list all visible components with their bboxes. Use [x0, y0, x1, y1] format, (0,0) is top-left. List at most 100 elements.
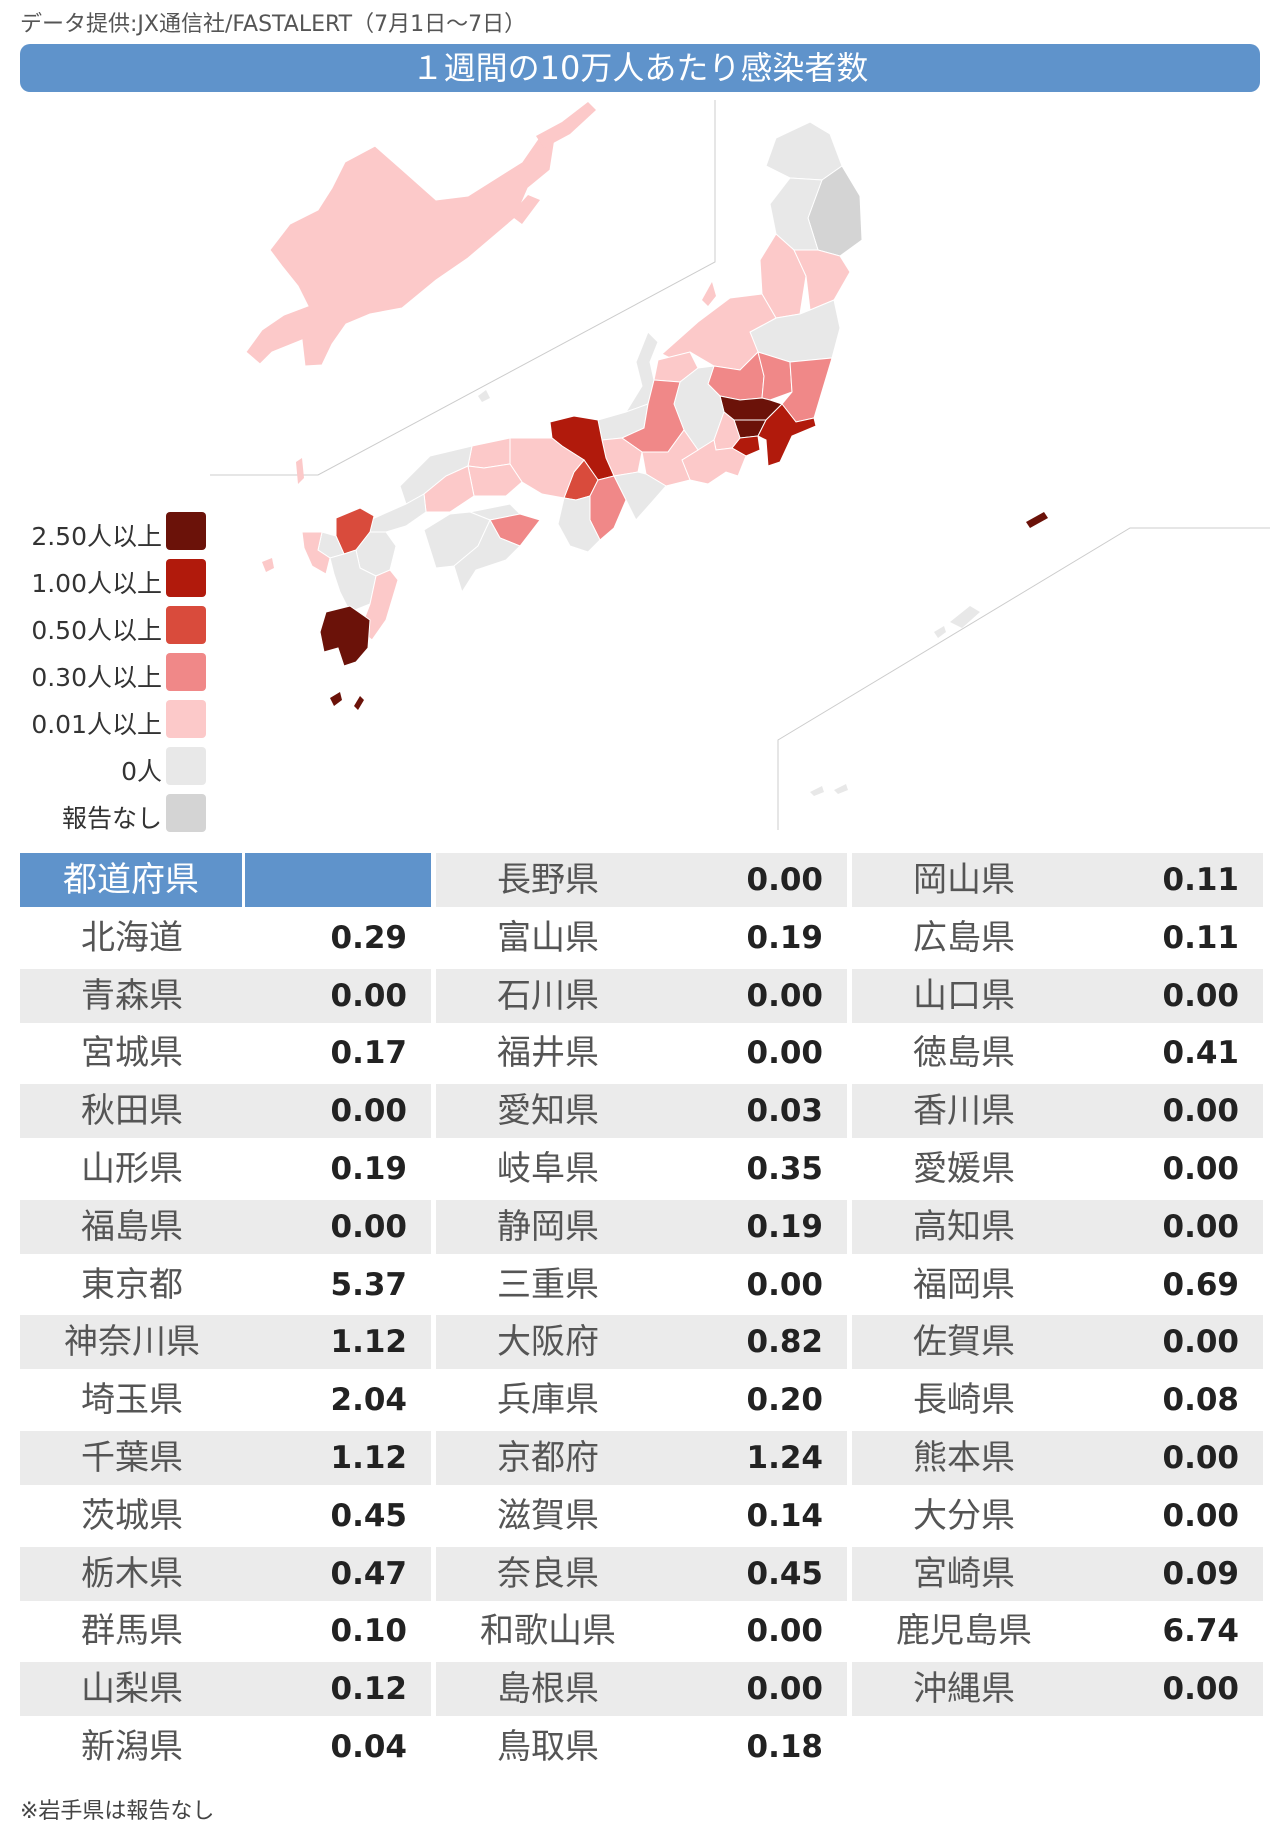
prefecture-value: 0.47 [330, 1556, 408, 1592]
table-row: 奈良県 0.45 [436, 1547, 847, 1601]
prefecture-name: 茨城県 [81, 1496, 183, 1536]
legend-swatch [166, 794, 206, 832]
prefecture-name: 岐阜県 [497, 1149, 599, 1189]
table-row: 青森県 0.00 [20, 969, 431, 1023]
prefecture-name: 大阪府 [497, 1322, 599, 1362]
table-row: 佐賀県 0.00 [852, 1315, 1263, 1369]
table-row: 高知県 0.00 [852, 1200, 1263, 1254]
table-row: 大阪府 0.82 [436, 1315, 847, 1369]
prefecture-name: 長野県 [497, 860, 599, 900]
table-row: 沖縄県 0.00 [852, 1662, 1263, 1716]
inset-border-north [210, 100, 716, 476]
sado [702, 282, 716, 306]
prefecture-value: 0.69 [1162, 1267, 1240, 1303]
prefecture-name: 高知県 [913, 1207, 1015, 1247]
prefecture-value: 0.00 [330, 1093, 408, 1129]
prefecture-name: 三重県 [497, 1265, 599, 1305]
prefecture-name: 和歌山県 [480, 1611, 616, 1651]
footnote: ※岩手県は報告なし [20, 1799, 215, 1824]
prefecture-value: 0.12 [330, 1671, 408, 1707]
nagasaki [301, 531, 331, 575]
legend-swatch [166, 747, 206, 785]
table-row: 熊本県 0.00 [852, 1431, 1263, 1485]
japan-map [210, 100, 1270, 830]
prefecture-name: 鹿児島県 [896, 1611, 1032, 1651]
prefecture-name: 山口県 [913, 976, 1015, 1016]
prefecture-value: 0.00 [746, 978, 824, 1014]
legend-item: 報告なし [0, 794, 210, 834]
prefecture-name: 熊本県 [913, 1438, 1015, 1478]
prefecture-value: 2.04 [330, 1382, 408, 1418]
prefecture-name: 宮崎県 [913, 1554, 1015, 1594]
source-credit: データ提供:JX通信社/FASTALERT（7月1日〜7日） [20, 12, 527, 37]
prefecture-value: 0.00 [1162, 1498, 1240, 1534]
prefecture-value: 0.19 [746, 920, 824, 956]
legend-item: 0.30人以上 [0, 653, 210, 693]
table-row: 富山県 0.19 [436, 911, 847, 965]
prefecture-name: 静岡県 [497, 1207, 599, 1247]
prefecture-value: 0.11 [1162, 862, 1240, 898]
column-header-blank [245, 853, 431, 907]
prefecture-name: 東京都 [81, 1265, 183, 1305]
legend-item: 0人 [0, 747, 210, 787]
table-row: 兵庫県 0.20 [436, 1373, 847, 1427]
table-row: 岡山県 0.11 [852, 853, 1263, 907]
table-row: 埼玉県 2.04 [20, 1373, 431, 1427]
legend-label: 報告なし [61, 804, 162, 833]
legend-swatch [166, 700, 206, 738]
legend-swatch [166, 559, 206, 597]
okinawa [810, 606, 980, 796]
prefecture-name: 富山県 [497, 918, 599, 958]
prefecture-value: 1.24 [746, 1440, 824, 1476]
legend-swatch [166, 512, 206, 550]
legend-item: 2.50人以上 [0, 512, 210, 552]
tsushima [296, 458, 304, 484]
prefecture-value: 0.04 [330, 1729, 408, 1765]
table-row: 福井県 0.00 [436, 1026, 847, 1080]
prefecture-value: 5.37 [330, 1267, 408, 1303]
column-header: 都道府県 [20, 853, 242, 907]
prefecture-name: 岡山県 [913, 860, 1015, 900]
table-row: 岐阜県 0.35 [436, 1142, 847, 1196]
prefecture-value: 1.12 [330, 1440, 408, 1476]
prefecture-name: 福岡県 [913, 1265, 1015, 1305]
goto-islands [262, 558, 274, 572]
prefecture-value: 0.20 [746, 1382, 824, 1418]
prefecture-value: 0.17 [330, 1035, 408, 1071]
prefecture-value: 0.03 [746, 1093, 824, 1129]
prefecture-value: 0.00 [330, 978, 408, 1014]
table-row: 北海道 0.29 [20, 911, 431, 965]
prefecture-value: 0.00 [1162, 1151, 1240, 1187]
table-row: 神奈川県 1.12 [20, 1315, 431, 1369]
distant-island [1026, 512, 1048, 528]
prefecture-value: 0.08 [1162, 1382, 1240, 1418]
table-row: 広島県 0.11 [852, 911, 1263, 965]
prefecture-name: 秋田県 [81, 1091, 183, 1131]
prefecture-value: 0.00 [1162, 978, 1240, 1014]
table-row: 福岡県 0.69 [852, 1258, 1263, 1312]
prefecture-name: 奈良県 [497, 1554, 599, 1594]
kochi [453, 518, 521, 594]
legend-swatch [166, 653, 206, 691]
prefecture-value: 0.00 [746, 1035, 824, 1071]
wakayama [557, 495, 601, 553]
prefecture-name: 佐賀県 [913, 1322, 1015, 1362]
legend-swatch [166, 606, 206, 644]
prefecture-value: 0.00 [330, 1209, 408, 1245]
prefecture-value: 0.00 [746, 1613, 824, 1649]
prefecture-name: 北海道 [81, 918, 183, 958]
legend-item: 0.01人以上 [0, 700, 210, 740]
table-row: 京都府 1.24 [436, 1431, 847, 1485]
legend-item: 1.00人以上 [0, 559, 210, 599]
prefecture-name: 山形県 [81, 1149, 183, 1189]
prefecture-value: 0.41 [1162, 1035, 1240, 1071]
table-row: 宮城県 0.17 [20, 1026, 431, 1080]
legend-item: 0.50人以上 [0, 606, 210, 646]
prefecture-name: 宮城県 [81, 1033, 183, 1073]
prefecture-name: 島根県 [497, 1669, 599, 1709]
prefecture-name: 大分県 [913, 1496, 1015, 1536]
inset-border-south [777, 527, 1270, 830]
prefecture-value: 1.12 [330, 1324, 408, 1360]
prefecture-name: 鳥取県 [497, 1727, 599, 1767]
table-row: 長崎県 0.08 [852, 1373, 1263, 1427]
